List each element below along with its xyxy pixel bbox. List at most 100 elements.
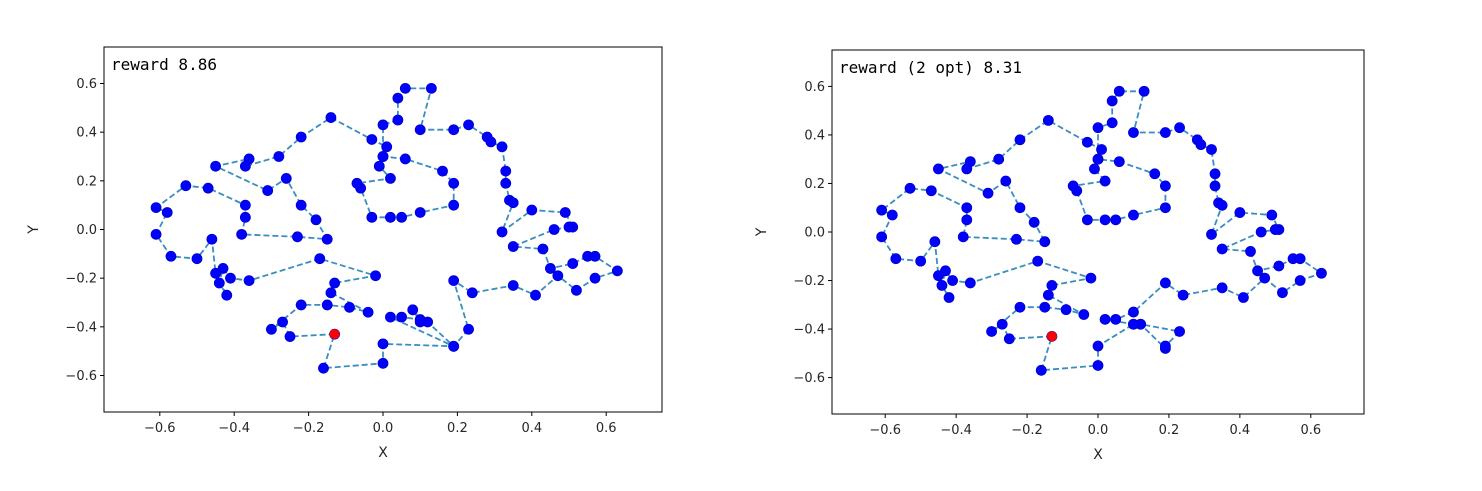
city-point bbox=[993, 153, 1005, 165]
city-point bbox=[1128, 318, 1139, 330]
city-point bbox=[448, 177, 460, 189]
city-point bbox=[589, 272, 601, 284]
y-axis-label: Y bbox=[754, 227, 770, 237]
city-point bbox=[537, 243, 549, 255]
city-point bbox=[273, 151, 285, 162]
city-point bbox=[463, 323, 474, 335]
city-point bbox=[1174, 326, 1185, 337]
city-point bbox=[1014, 301, 1026, 313]
city-point bbox=[933, 270, 944, 282]
city-point bbox=[1277, 287, 1288, 299]
city-point bbox=[161, 207, 173, 218]
city-point bbox=[448, 124, 460, 136]
city-point bbox=[1128, 127, 1139, 138]
city-point bbox=[1078, 309, 1090, 320]
city-point bbox=[385, 172, 396, 184]
city-point bbox=[947, 275, 958, 286]
city-point bbox=[1316, 267, 1327, 279]
city-point bbox=[1273, 260, 1285, 272]
city-point bbox=[936, 279, 948, 291]
city-point bbox=[1259, 272, 1271, 284]
start-point bbox=[329, 329, 340, 340]
city-point bbox=[280, 172, 292, 184]
city-point bbox=[1159, 277, 1171, 289]
city-point bbox=[399, 153, 411, 165]
city-point bbox=[239, 199, 251, 211]
city-point bbox=[1255, 226, 1267, 238]
city-point bbox=[243, 275, 255, 287]
city-point bbox=[1046, 279, 1058, 291]
city-point bbox=[295, 199, 307, 211]
city-point bbox=[392, 114, 404, 126]
y-tick-label: −0.2 bbox=[65, 272, 97, 287]
x-tick-label: 0.0 bbox=[373, 421, 394, 436]
city-point bbox=[351, 177, 363, 189]
city-point bbox=[1042, 114, 1054, 126]
reward-annotation: reward (2 opt) 8.31 bbox=[839, 58, 1022, 77]
city-point bbox=[1099, 175, 1111, 187]
city-point bbox=[530, 289, 541, 301]
city-point bbox=[217, 263, 229, 274]
city-point bbox=[1294, 253, 1306, 265]
y-tick-label: 0.0 bbox=[804, 226, 825, 241]
city-point bbox=[448, 340, 460, 352]
city-point bbox=[1032, 255, 1044, 267]
y-tick-label: 0.4 bbox=[804, 128, 825, 143]
city-point bbox=[1067, 180, 1079, 192]
city-point bbox=[545, 263, 556, 274]
city-point bbox=[437, 165, 448, 177]
start-point bbox=[1046, 331, 1057, 342]
city-point bbox=[221, 289, 233, 301]
city-point bbox=[206, 233, 218, 245]
city-point bbox=[1096, 144, 1107, 155]
city-point bbox=[385, 311, 396, 323]
city-point bbox=[310, 214, 322, 226]
y-tick-label: 0.6 bbox=[76, 77, 97, 92]
city-point bbox=[1138, 85, 1150, 97]
city-point bbox=[1039, 301, 1051, 313]
city-point bbox=[1159, 180, 1171, 192]
city-point bbox=[1092, 153, 1104, 165]
city-point bbox=[448, 275, 460, 287]
y-tick-label: −0.4 bbox=[793, 323, 825, 338]
city-point bbox=[1035, 364, 1047, 376]
city-point bbox=[292, 231, 303, 243]
city-point bbox=[466, 287, 478, 299]
city-point bbox=[392, 92, 404, 104]
city-point bbox=[485, 136, 497, 148]
city-point bbox=[1209, 180, 1221, 192]
city-point bbox=[890, 253, 902, 265]
city-point bbox=[1238, 292, 1249, 303]
x-tick-label: −0.2 bbox=[293, 421, 325, 436]
city-point bbox=[961, 163, 973, 175]
city-point bbox=[1113, 85, 1125, 97]
city-point bbox=[284, 331, 296, 342]
city-point bbox=[213, 277, 225, 289]
city-point bbox=[318, 362, 329, 374]
city-point bbox=[548, 224, 560, 235]
city-point bbox=[1216, 243, 1228, 255]
city-point bbox=[986, 326, 997, 337]
city-point bbox=[1060, 304, 1072, 316]
city-point bbox=[191, 253, 203, 265]
x-tick-label: 0.2 bbox=[1159, 423, 1180, 438]
city-point bbox=[876, 231, 888, 243]
city-point bbox=[1159, 340, 1171, 352]
city-point bbox=[262, 185, 274, 196]
city-point bbox=[1149, 168, 1161, 180]
city-point bbox=[463, 119, 474, 131]
city-point bbox=[377, 338, 389, 350]
x-tick-label: −0.2 bbox=[1011, 423, 1043, 438]
city-point bbox=[344, 301, 355, 313]
x-tick-label: 0.4 bbox=[521, 421, 542, 436]
city-point bbox=[239, 211, 251, 223]
city-point bbox=[1209, 168, 1221, 180]
city-point bbox=[414, 124, 426, 136]
city-point bbox=[552, 270, 564, 282]
city-point bbox=[321, 299, 333, 311]
city-point bbox=[1174, 122, 1185, 134]
city-point bbox=[1092, 360, 1104, 371]
city-point bbox=[366, 211, 378, 223]
city-point bbox=[325, 287, 337, 299]
city-point bbox=[1269, 224, 1281, 235]
